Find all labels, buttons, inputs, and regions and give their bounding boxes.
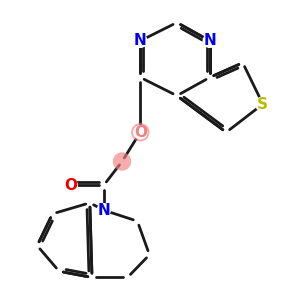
Circle shape: [97, 203, 111, 218]
Text: N: N: [98, 203, 110, 218]
Text: N: N: [203, 33, 216, 48]
Circle shape: [64, 178, 78, 193]
Circle shape: [131, 123, 149, 142]
Text: N: N: [134, 33, 147, 48]
Text: S: S: [257, 97, 268, 112]
Circle shape: [113, 152, 131, 171]
Circle shape: [133, 125, 148, 140]
Circle shape: [202, 34, 217, 48]
Circle shape: [133, 34, 148, 48]
Text: O: O: [134, 125, 147, 140]
Circle shape: [255, 96, 271, 112]
Text: O: O: [64, 178, 77, 193]
